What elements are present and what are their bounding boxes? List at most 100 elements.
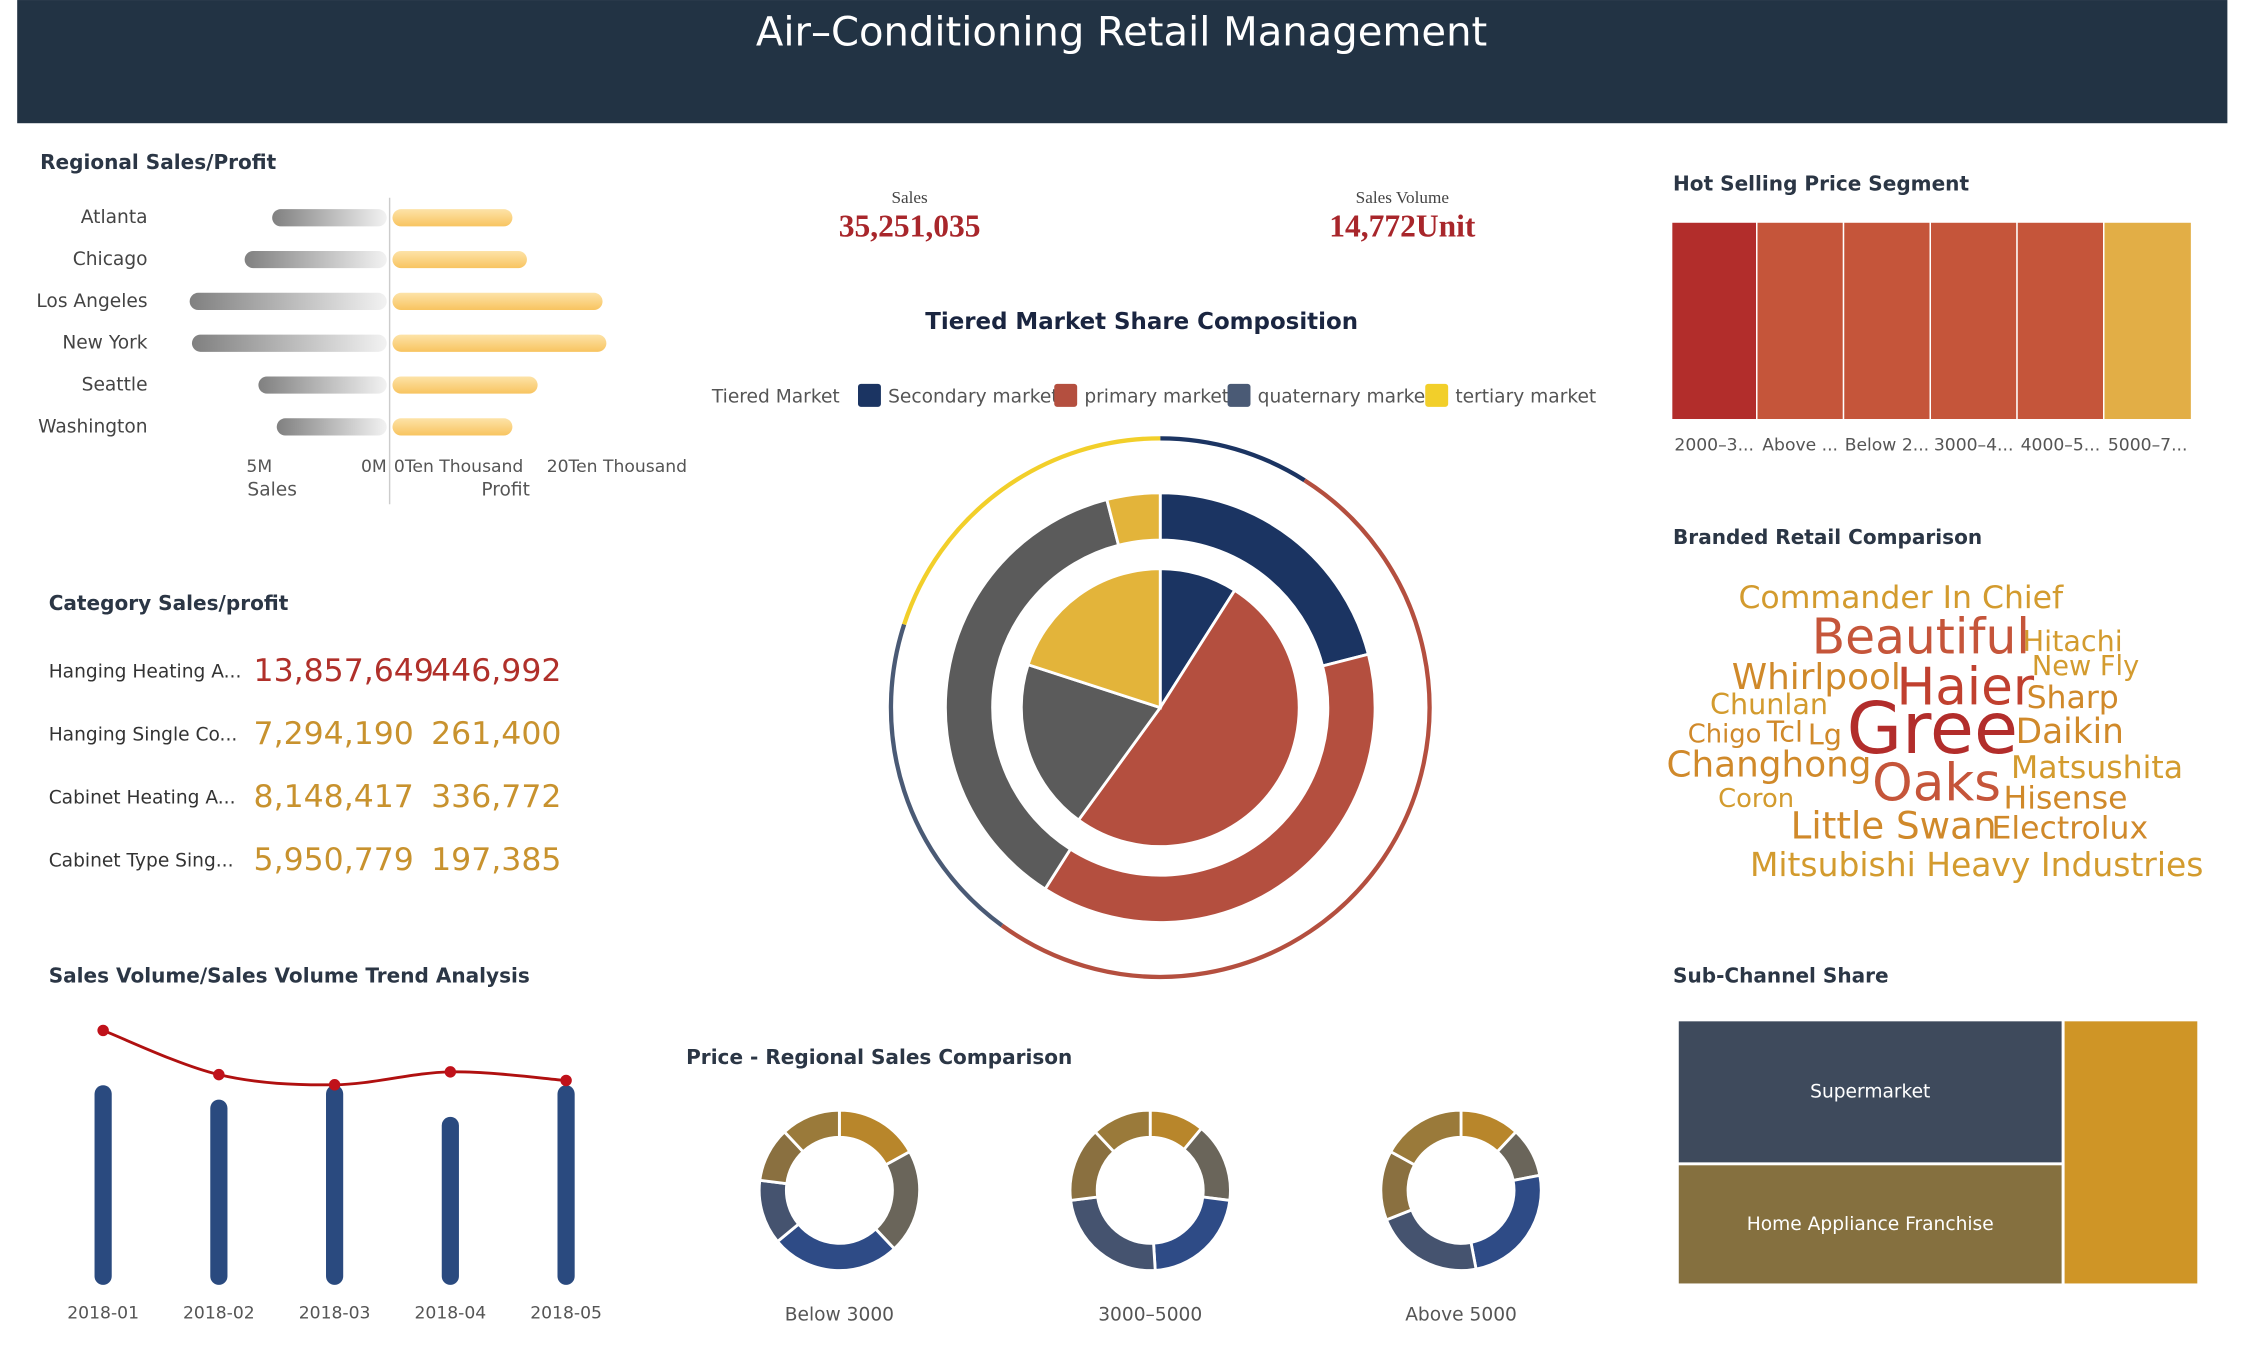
row-profit: 197,385 (431, 842, 561, 878)
cell-label: Home Appliance Franchise (1747, 1214, 1994, 1235)
trend-point (328, 1079, 341, 1091)
cloud-word: Chunlan (1710, 687, 1828, 721)
profit-bar (392, 334, 607, 352)
cloud-word: New Fly (2032, 651, 2139, 682)
sales-bar (258, 376, 387, 394)
trend-point (444, 1066, 457, 1078)
cell-label: 3000–4... (1934, 436, 2014, 456)
cell-label: Supermarket (1810, 1081, 1930, 1102)
row-label: Hanging Single Co... (49, 724, 238, 745)
cell-label: Below 2... (1845, 436, 1929, 456)
legend-swatch (858, 383, 881, 407)
treemap-cell (2103, 221, 2193, 421)
row-profit: 446,992 (431, 653, 561, 689)
row-label: Hanging Heating A... (49, 661, 242, 682)
x-tick-label: 20Ten Thousand (547, 457, 687, 477)
x-tick-label: 0M (361, 457, 387, 477)
ring-arc (1160, 436, 1306, 483)
donut-segment (1469, 1173, 1543, 1271)
section-title: Sales Volume/Sales Volume Trend Analysis (49, 963, 530, 987)
section-title: Tiered Market Share Composition (925, 309, 1358, 335)
row-sales: 5,950,779 (254, 842, 414, 878)
profit-bar (392, 209, 513, 227)
profit-bar (392, 250, 527, 269)
cell-label: Above ... (1762, 436, 1838, 456)
treemap-cell (1675, 1162, 2065, 1287)
section-title: Branded Retail Comparison (1673, 525, 1982, 549)
cell-label: 2000–3... (1674, 436, 1754, 456)
cloud-word: Gree (1847, 687, 2018, 770)
category-label: Los Angeles (36, 291, 147, 312)
legend-swatch (1054, 383, 1078, 407)
cloud-word: Hisense (2004, 780, 2128, 816)
treemap-cell (1842, 221, 1931, 421)
cloud-word: Mitsubishi Heavy Industries (1750, 845, 2203, 884)
cloud-word: Chigo (1688, 719, 1762, 749)
donut-segment (1388, 1108, 1463, 1167)
donut-segment (775, 1222, 897, 1272)
x-tick-label: 2018-01 (67, 1304, 139, 1324)
bar (441, 1116, 459, 1285)
x-tick-label: 2018-03 (299, 1304, 371, 1324)
cloud-word: Electrolux (1992, 810, 2149, 846)
cloud-word: Hitachi (2023, 624, 2123, 658)
kpi-value: 35,251,035 (839, 208, 981, 243)
cloud-word: Haier (1896, 657, 2034, 717)
trend-line (102, 1029, 567, 1087)
cloud-word: Changhong (1666, 744, 1871, 785)
sales-bar (244, 250, 387, 269)
x-tick-label: 0Ten Thousand (394, 457, 523, 477)
profit-bar (392, 292, 603, 311)
profit-bar (392, 376, 538, 394)
cloud-word: Commander In Chief (1738, 580, 2064, 616)
treemap-cell (1929, 221, 2018, 421)
category-label: Chicago (73, 249, 148, 270)
cell-label: 4000–5... (2021, 436, 2101, 456)
category-label: Atlanta (81, 207, 148, 228)
section-title: Sub-Channel Share (1673, 963, 1889, 987)
ring-segment (1105, 491, 1162, 548)
section-title: Category Sales/profit (49, 591, 289, 615)
legend-label: quaternary market (1258, 386, 1433, 407)
donut-segment (1384, 1208, 1478, 1272)
donut-segment (1181, 1126, 1232, 1203)
legend-label: primary market (1084, 386, 1229, 407)
cell-label: 5000–7... (2108, 436, 2188, 456)
donut-segment (1152, 1195, 1232, 1272)
cloud-word: Daikin (2016, 712, 2124, 752)
row-sales: 13,857,649 (254, 653, 434, 689)
axis-name: Sales (247, 479, 297, 500)
section-title: Regional Sales/Profit (40, 150, 277, 174)
donut-label: 3000–5000 (1098, 1304, 1202, 1325)
x-tick-label: 5M (246, 457, 272, 477)
cloud-word: Lg (1808, 717, 1842, 751)
treemap-cell (1670, 221, 1758, 421)
x-tick-label: 2018-04 (414, 1304, 486, 1324)
bar (210, 1099, 228, 1285)
legend-label: tertiary market (1455, 386, 1596, 407)
category-label: New York (62, 333, 147, 354)
x-tick-label: 2018-05 (530, 1304, 602, 1324)
donut-label: Above 5000 (1405, 1304, 1517, 1325)
ring-segment (1019, 662, 1163, 823)
trend-point (97, 1024, 109, 1037)
category-label: Washington (38, 416, 147, 437)
treemap-cell (2061, 1018, 2201, 1287)
bar (326, 1085, 344, 1285)
cloud-word: Matsushita (2011, 750, 2183, 786)
ring-arc (902, 436, 1161, 626)
x-tick-label: 2018-02 (183, 1304, 255, 1324)
cloud-word: Little Swan (1791, 803, 1997, 847)
profit-bar (392, 418, 513, 436)
legend-swatch (1425, 383, 1449, 407)
row-label: Cabinet Type Sing... (49, 850, 234, 871)
section-title: Price - Regional Sales Comparison (686, 1045, 1072, 1069)
legend-swatch (1227, 383, 1251, 407)
bar (94, 1085, 112, 1285)
row-label: Cabinet Heating A... (49, 787, 236, 808)
sales-bar (189, 292, 387, 311)
cloud-word: Coron (1718, 784, 1794, 814)
kpi-label: Sales Volume (1356, 188, 1450, 207)
cloud-word: Tcl (1766, 714, 1803, 748)
